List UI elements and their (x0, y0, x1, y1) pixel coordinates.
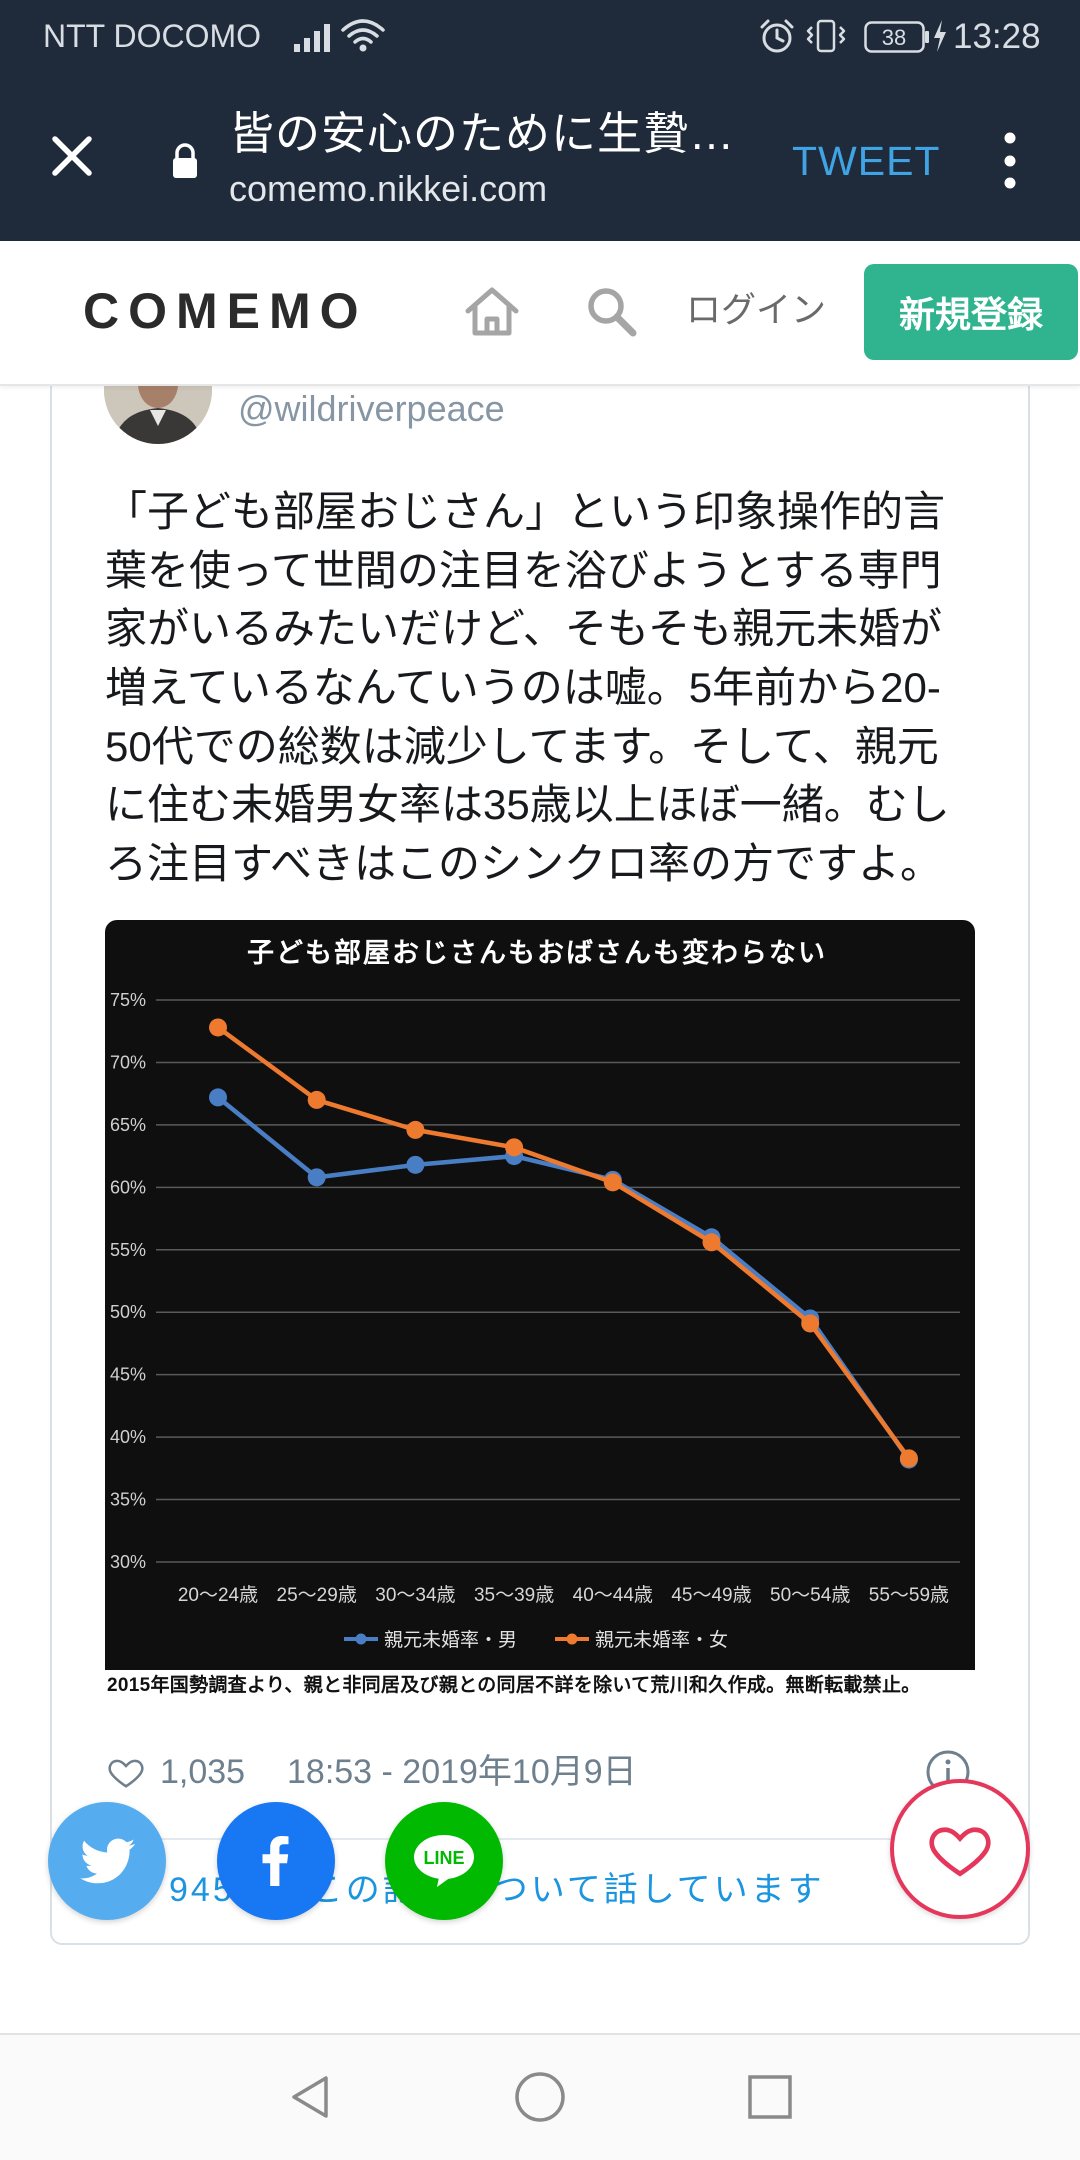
share-line-button[interactable]: LINE (385, 1802, 503, 1920)
tweet-button[interactable]: TWEET (792, 138, 941, 184)
x-tick-label: 30～34歳 (375, 1584, 455, 1606)
back-icon[interactable] (286, 2073, 334, 2121)
login-link[interactable]: ログイン (686, 291, 827, 330)
y-tick-label: 30% (110, 1552, 146, 1572)
search-icon[interactable] (585, 285, 639, 337)
tweet-text-line: 葉を使って世間の注目を浴びようとする専門 (105, 546, 942, 594)
series-line (216, 1025, 911, 1460)
line-logo-icon: LINE (414, 1835, 474, 1887)
page-url: comemo.nikkei.com (229, 168, 548, 209)
line-chart: 子ども部屋おじさんもおばさんも変わらない 75% 70% 65% 60% 55% 50% 4… (110, 937, 960, 1651)
y-tick-label: 70% (110, 1052, 146, 1072)
y-tick-label: 75% (110, 990, 146, 1010)
data-point (307, 1168, 326, 1187)
tweet-timestamp[interactable]: 18:53 - 2019年10月9日 (287, 1753, 637, 1791)
share-twitter-button[interactable] (48, 1802, 166, 1920)
data-point (505, 1138, 524, 1157)
wifi-icon (341, 19, 385, 52)
x-tick-label: 55～59歳 (869, 1584, 949, 1606)
x-tick-label: 50～54歳 (770, 1584, 850, 1606)
data-point (603, 1173, 622, 1192)
battery-icon: 38 (864, 21, 929, 53)
tweet-text-line: ろ注目すべきはこのシンクロ率の方ですよ。 (105, 840, 943, 888)
site-nav: COMEMO ログイン 新規登録 (0, 241, 1080, 386)
tweet-text-line: に住む未婚男女率は35歳以上ほぼ一緒。むし (105, 781, 950, 829)
data-point (702, 1233, 721, 1252)
y-tick-label: 35% (110, 1490, 146, 1510)
data-point (307, 1090, 326, 1109)
tweet-handle[interactable]: @wildriverpeace (238, 388, 505, 429)
close-icon[interactable] (50, 134, 94, 178)
home-nav-icon[interactable] (514, 2071, 566, 2123)
data-point (899, 1449, 918, 1468)
tweet-text-line: 家がいるみたいだけど、そもそも親元未婚が (105, 605, 943, 653)
battery-level: 38 (882, 25, 906, 50)
browser-toolbar: 皆の安心のために生贄… comemo.nikkei.com TWEET (0, 72, 1080, 241)
tweet-text-line: 「子ども部屋おじさん」という印象操作的言 (105, 488, 946, 535)
clock: 13:28 (953, 17, 1041, 56)
y-tick-label: 55% (110, 1240, 146, 1260)
y-tick-label: 50% (110, 1302, 146, 1322)
data-point (406, 1120, 425, 1139)
legend-swatch-dot (566, 1633, 578, 1645)
x-tick-label: 35～39歳 (474, 1584, 554, 1606)
charging-icon (934, 20, 946, 52)
y-tick-label: 40% (110, 1427, 146, 1447)
tweet-text: 「子ども部屋おじさん」という印象操作的言 葉を使って世間の注目を浴びようとする専… (105, 483, 1005, 894)
tweet-text-line: 50代での総数は減少してます。そして、親元 (105, 722, 939, 770)
chart-caption: 2015年国勢調査より、親と非同居及び親との同居不詳を除いて荒川和久作成。無断転… (107, 1675, 921, 1696)
twitter-bird-icon (80, 1838, 136, 1884)
data-point (209, 1088, 227, 1107)
y-tick-label: 45% (110, 1365, 146, 1385)
signup-button[interactable]: 新規登録 (864, 264, 1078, 360)
signup-label: 新規登録 (898, 294, 1043, 335)
like-heart-icon[interactable] (106, 1753, 146, 1791)
x-tick-label: 45～49歳 (671, 1584, 751, 1606)
legend-swatch-dot (355, 1633, 367, 1645)
chart-title: 子ども部屋おじさんもおばさんも変わらない (247, 937, 827, 969)
data-point (406, 1155, 425, 1174)
x-tick-label: 40～44歳 (573, 1584, 653, 1606)
favorite-button[interactable] (890, 1779, 1030, 1919)
page-title: 皆の安心のために生贄… (229, 108, 736, 159)
share-facebook-button[interactable] (217, 1802, 335, 1920)
legend-label: 親元未婚率・女 (595, 1629, 728, 1651)
divider (52, 1838, 1028, 1840)
line-logo-text: LINE (423, 1848, 464, 1868)
y-tick-label: 60% (110, 1177, 146, 1197)
lock-icon (173, 143, 197, 178)
site-logo[interactable]: COMEMO (83, 283, 368, 339)
y-tick-label: 65% (110, 1115, 146, 1135)
facebook-icon (262, 1835, 289, 1886)
alarm-icon (760, 19, 794, 53)
chart-image[interactable]: 子ども部屋おじさんもおばさんも変わらない 75% 70% 65% 60% 55% 50% 4… (105, 920, 975, 1670)
recents-icon[interactable] (746, 2073, 794, 2121)
system-nav-bar (0, 2033, 1080, 2160)
like-count: 1,035 (160, 1753, 246, 1791)
data-point (209, 1018, 227, 1037)
more-vert-icon[interactable] (998, 130, 1022, 190)
x-tick-label: 20～24歳 (178, 1584, 258, 1606)
signal-icon (294, 24, 330, 52)
data-point (801, 1314, 820, 1333)
carrier-name: NTT DOCOMO (43, 18, 262, 54)
tweet-text-line: 増えているなんていうのは嘘。5年前から20- (105, 664, 941, 712)
status-bar: NTT DOCOMO 38 13:2 (0, 0, 1080, 72)
avatar-photo (104, 386, 212, 444)
x-tick-label: 25～29歳 (277, 1584, 357, 1606)
series-line (216, 1095, 911, 1461)
home-icon[interactable] (463, 285, 521, 337)
tweet-card: @wildriverpeace 「子ども部屋おじさん」という印象操作的言 葉を使… (50, 386, 1030, 1945)
legend-label: 親元未婚率・男 (384, 1629, 517, 1651)
avatar[interactable] (104, 386, 212, 444)
heart-icon (929, 1827, 991, 1877)
vibrate-icon (806, 19, 846, 53)
